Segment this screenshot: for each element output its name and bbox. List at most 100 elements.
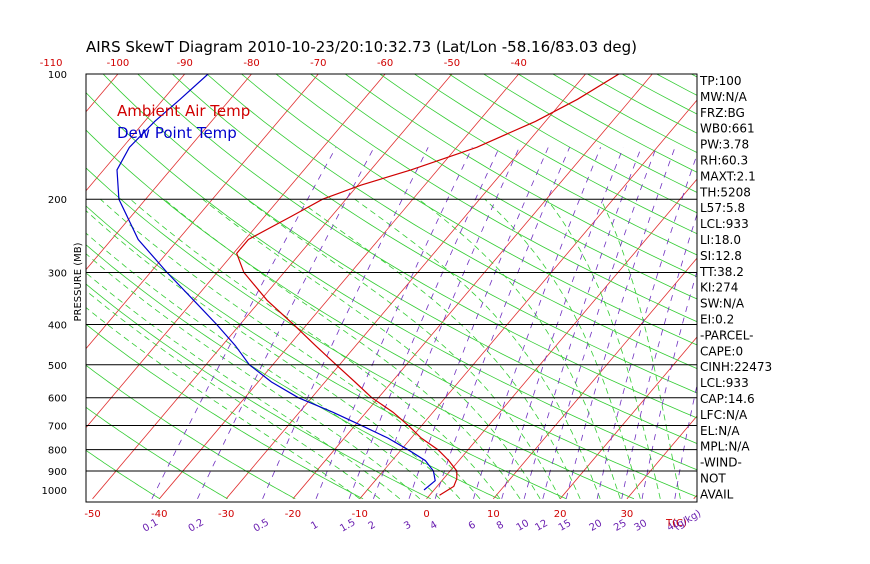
top-temp-tick-label: -110 — [40, 58, 63, 69]
index-item: TP:100 — [699, 74, 742, 88]
index-item: TT:38.2 — [699, 265, 744, 279]
mixing-ratio-tick-label: 0.2 — [187, 517, 206, 534]
dry-adiabat-line — [761, 74, 870, 499]
index-item: FRZ:BG — [700, 106, 745, 120]
ambient-temp-line — [237, 74, 619, 495]
bottom-temp-tick-label: -20 — [285, 509, 301, 520]
index-item: SW:N/A — [700, 297, 745, 311]
index-item: TH:5208 — [699, 185, 751, 199]
mixing-ratio-tick-label: 20 — [588, 518, 605, 534]
isotherm-line — [761, 74, 870, 499]
dry-adiabat-line — [657, 74, 870, 499]
index-item: -PARCEL- — [700, 328, 754, 342]
top-temp-tick-label: -60 — [377, 58, 393, 69]
pressure-tick-label: 400 — [48, 320, 67, 331]
mixing-ratio-line — [566, 147, 675, 499]
mixing-ratio-line — [543, 147, 657, 499]
moist-adiabat-line — [419, 199, 621, 499]
mixing-ratio-tick-label: 3 — [402, 519, 413, 532]
bottom-temp-tick-label: -50 — [84, 509, 100, 520]
chart-title: AIRS SkewT Diagram 2010-10-23/20:10:32.7… — [86, 38, 637, 56]
index-item: LI:18.0 — [700, 233, 741, 247]
moist-adiabat-line — [247, 199, 560, 499]
mixing-ratio-tick-label: 15 — [557, 518, 574, 534]
index-item: MPL:N/A — [700, 440, 750, 454]
bottom-temp-tick-label: 0 — [423, 509, 429, 520]
moist-adiabat-line — [203, 199, 540, 499]
index-item: CINH:22473 — [700, 360, 772, 374]
bottom-temp-tick-label: 20 — [554, 509, 567, 520]
dry-adiabat-line — [380, 74, 870, 499]
mixing-ratio-line — [373, 147, 519, 499]
pressure-tick-label: 1000 — [42, 486, 67, 497]
index-item: AVAIL — [700, 487, 734, 501]
index-item: EL:N/A — [700, 424, 740, 438]
index-item: PW:3.78 — [700, 138, 749, 152]
moist-adiabat-line — [547, 199, 661, 499]
legend-ambient: Ambient Air Temp — [117, 102, 250, 120]
dry-adiabat-line — [415, 74, 870, 499]
bottom-temp-tick-label: 10 — [487, 509, 500, 520]
dry-adiabat-line — [518, 74, 870, 499]
pressure-tick-label: 900 — [48, 467, 67, 478]
pressure-tick-label: 700 — [48, 422, 67, 433]
index-list: TP:100MW:N/AFRZ:BGWB0:661PW:3.78RH:60.3M… — [699, 74, 772, 501]
y-axis-label: PRESSURE (MB) — [73, 242, 84, 321]
top-temp-tick-label: -50 — [444, 58, 460, 69]
bottom-temp-tick-label: -30 — [218, 509, 234, 520]
index-item: KI:274 — [700, 281, 738, 295]
isotherm-line — [0, 74, 118, 499]
mixing-ratio-tick-label: 6 — [467, 519, 478, 532]
dry-adiabat-line — [242, 74, 870, 499]
dry-adiabat-line — [0, 74, 566, 499]
mixing-ratio-tick-label: 10 — [515, 518, 532, 534]
dry-adiabat-line — [311, 74, 870, 499]
bottom-temp-tick-label: -10 — [352, 509, 368, 520]
mixing-ratio-tick-label: 4 — [428, 519, 439, 532]
isotherm-line — [360, 74, 719, 499]
top-temp-tick-label: -40 — [511, 58, 527, 69]
legend-dewpoint: Dew Point Temp — [117, 124, 237, 142]
index-item: EI:0.2 — [700, 313, 734, 327]
mixing-ratio-tick-label: 30 — [633, 518, 650, 534]
index-item: LFC:N/A — [700, 408, 748, 422]
pressure-tick-label: 200 — [48, 195, 67, 206]
moist-adiabat-line — [100, 199, 480, 499]
dry-adiabat-line — [207, 74, 870, 499]
y-axis-label-group: PRESSURE (MB) — [73, 242, 84, 321]
index-item: CAPE:0 — [700, 344, 743, 358]
mixing-ratio-line — [349, 147, 499, 499]
index-item: LCL:933 — [700, 376, 749, 390]
isotherm-line — [493, 74, 852, 499]
mixing-ratio-tick-label: 1 — [309, 519, 320, 532]
top-temp-tick-label: -80 — [243, 58, 259, 69]
mixing-ratio-tick-label: 8 — [495, 519, 506, 532]
index-item: RH:60.3 — [700, 154, 748, 168]
mixing-ratio-tick-label: 12 — [533, 518, 550, 534]
pressure-tick-label: 500 — [48, 361, 67, 372]
mixing-ratio-tick-label: 25 — [612, 518, 629, 534]
index-item: CAP:14.6 — [700, 392, 755, 406]
mixing-ratio-line — [474, 147, 601, 499]
isotherm-line — [0, 74, 51, 499]
top-temp-tick-label: -90 — [177, 58, 193, 69]
pressure-tick-label: 600 — [48, 394, 67, 405]
moist-adiabat-line — [355, 199, 600, 499]
pressure-tick-label: 100 — [48, 70, 67, 81]
pressure-tick-label: 800 — [48, 446, 67, 457]
dry-adiabat-line — [172, 74, 870, 499]
index-item: NOT — [700, 472, 726, 486]
mixing-ratio-line — [316, 147, 472, 499]
mixing-ratio-line — [198, 147, 375, 499]
mixing-ratio-tick-label: 0.5 — [252, 517, 271, 534]
index-item: MAXT:2.1 — [700, 169, 756, 183]
pressure-tick-label: 300 — [48, 268, 67, 279]
isotherm-line — [293, 74, 652, 499]
mixing-ratio-unit-label: (g/kg) — [672, 508, 703, 532]
mixing-ratio-tick-label: 2 — [367, 519, 378, 532]
top-temp-tick-label: -70 — [310, 58, 326, 69]
dry-adiabat-line — [345, 74, 870, 499]
index-item: WB0:661 — [700, 122, 755, 136]
